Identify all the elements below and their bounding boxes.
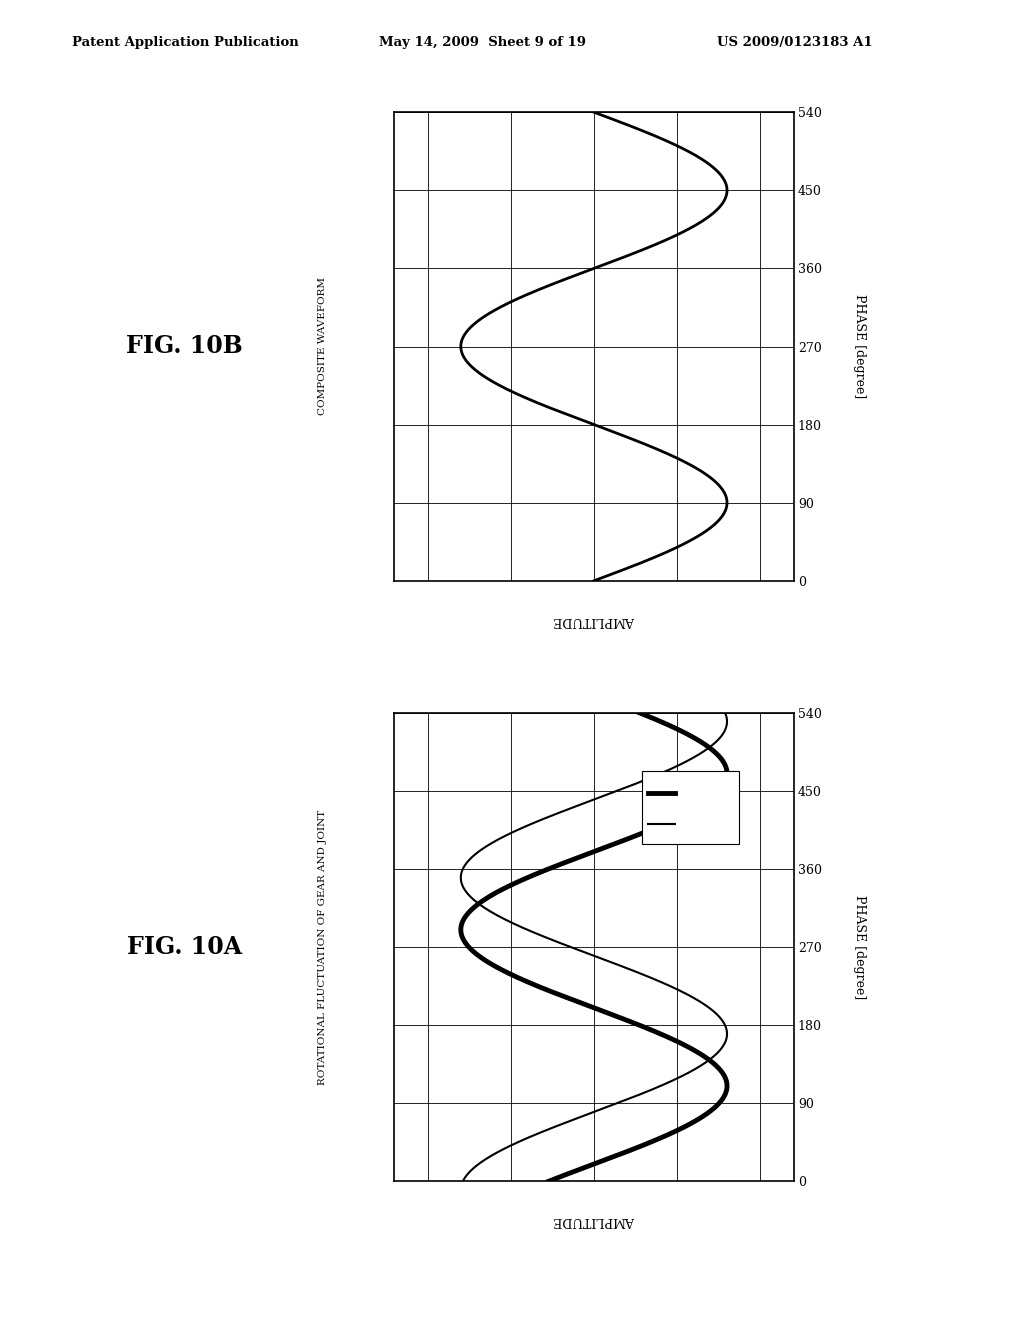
Text: COMPOSITE WAVEFORM: COMPOSITE WAVEFORM xyxy=(318,277,327,416)
Text: US 2009/0123183 A1: US 2009/0123183 A1 xyxy=(717,36,872,49)
Text: FIG. 10A: FIG. 10A xyxy=(127,935,242,960)
Text: AMPLITUDE: AMPLITUDE xyxy=(553,614,635,627)
Text: AMPLITUDE: AMPLITUDE xyxy=(553,1214,635,1228)
Text: ROTATIONAL FLUCTUATION OF GEAR AND JOINT: ROTATIONAL FLUCTUATION OF GEAR AND JOINT xyxy=(318,809,327,1085)
Text: Patent Application Publication: Patent Application Publication xyxy=(72,36,298,49)
Text: JOINT: JOINT xyxy=(679,820,712,828)
Y-axis label: PHASE [degree]: PHASE [degree] xyxy=(853,294,866,399)
Text: May 14, 2009  Sheet 9 of 19: May 14, 2009 Sheet 9 of 19 xyxy=(379,36,586,49)
Y-axis label: PHASE [degree]: PHASE [degree] xyxy=(853,895,866,999)
Text: FIG. 10B: FIG. 10B xyxy=(126,334,243,359)
Text: GEAR: GEAR xyxy=(679,788,710,797)
